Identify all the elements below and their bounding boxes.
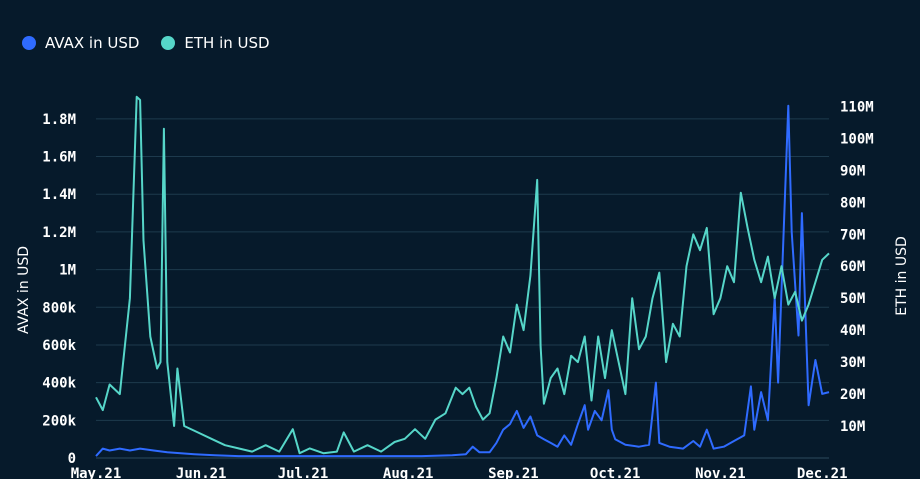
x-axis-tick-label: Jul.21 xyxy=(278,466,329,479)
left-axis-tick-label: 800k xyxy=(42,300,76,316)
left-axis-tick-label: 600k xyxy=(42,338,76,354)
gridlines xyxy=(96,118,829,459)
avax-series-line xyxy=(95,104,830,458)
right-axis-title: ETH in USD xyxy=(894,236,910,316)
right-axis-tick-label: 20M xyxy=(840,387,865,403)
eth-series-swatch xyxy=(161,36,176,50)
right-axis-tick-label: 10M xyxy=(840,419,865,435)
left-axis-tick-label: 200k xyxy=(42,413,76,429)
legend-item-eth[interactable]: ETH in USD xyxy=(161,34,270,52)
right-axis-tick-label: 110M xyxy=(840,99,874,115)
right-axis-tick-label: 80M xyxy=(840,195,865,211)
x-axis-tick-label: Aug.21 xyxy=(383,466,434,479)
right-axis-tick-label: 60M xyxy=(840,259,865,275)
right-axis-tick-label: 50M xyxy=(840,291,865,307)
x-axis-tick-label: Sep.21 xyxy=(488,466,539,479)
left-axis-tick-label: 0 xyxy=(68,451,76,467)
right-axis-tick-label: 30M xyxy=(840,355,865,371)
left-axis-tick-label: 1.2M xyxy=(42,225,76,241)
x-axis-tick-label: Jun.21 xyxy=(176,466,227,479)
legend-item-avax[interactable]: AVAX in USD xyxy=(22,34,139,52)
right-axis-tick-label: 40M xyxy=(840,323,865,339)
left-axis-title: AVAX in USD xyxy=(16,246,32,334)
x-axis-ticks: May.21 Jun.21 Jul.21 Aug.21 Sep.21 Oct.21 Nov.… xyxy=(71,466,848,479)
left-axis-tick-label: 1.4M xyxy=(42,187,76,203)
right-axis-ticks: 10M 20M 30M 40M 50M 60M 70M 80M 90M 100M 110M xyxy=(840,99,874,435)
eth-series-line xyxy=(95,95,830,455)
right-axis-tick-label: 70M xyxy=(840,227,865,243)
chart-legend: AVAX in USD ETH in USD xyxy=(22,34,270,52)
left-axis-ticks: 0 200k 400k 600k 800k 1M 1.2M 1.4M 1.6M 1.8M xyxy=(42,112,76,467)
legend-label-avax: AVAX in USD xyxy=(45,34,140,52)
x-axis-tick-label: Oct.21 xyxy=(590,466,641,479)
left-axis-tick-label: 1.6M xyxy=(42,150,76,166)
avax-series-swatch xyxy=(22,36,36,50)
x-axis-tick-label: May.21 xyxy=(71,466,122,479)
series-lines xyxy=(95,95,830,458)
left-axis-tick-label: 1.8M xyxy=(42,112,76,128)
right-axis-tick-label: 90M xyxy=(840,163,865,179)
right-axis-tick-label: 100M xyxy=(840,131,874,147)
x-axis-tick-label: Nov.21 xyxy=(695,466,746,479)
left-axis-tick-label: 1M xyxy=(59,263,76,279)
left-axis-tick-label: 400k xyxy=(42,376,76,392)
x-axis-tick-label: Dec.21 xyxy=(797,466,848,479)
legend-label-eth: ETH in USD xyxy=(184,34,270,52)
